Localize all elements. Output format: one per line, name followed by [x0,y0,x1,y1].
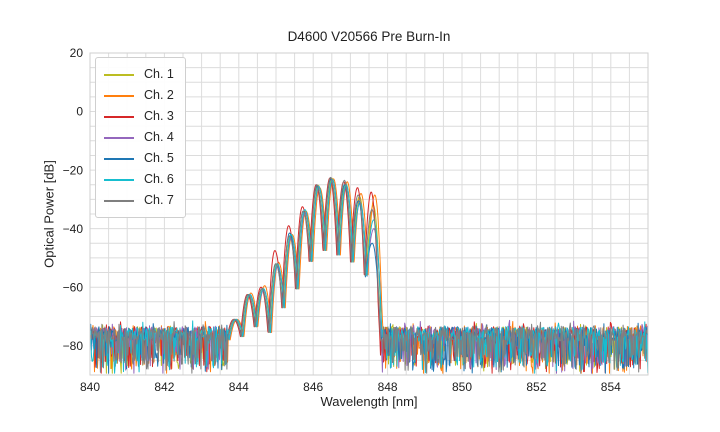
legend-item: Ch. 7 [104,190,174,211]
legend-item: Ch. 3 [104,106,174,127]
legend-item: Ch. 1 [104,64,174,85]
plot-frame [89,52,649,376]
legend-item-label: Ch. 6 [144,172,174,187]
x-axis-label: Wavelength [nm] [320,394,418,409]
x-tick-label: 840 [80,380,100,394]
y-tick-label: 0 [76,105,83,119]
series-line-ch-6 [90,179,648,374]
legend-item-label: Ch. 1 [144,67,174,82]
y-tick-label: −80 [63,339,84,353]
x-tick-label: 852 [526,380,546,394]
legend-line-swatch [104,73,134,76]
legend-item-label: Ch. 5 [144,151,174,166]
legend-item-label: Ch. 4 [144,130,174,145]
y-axis-label: Optical Power [dB] [41,160,57,268]
legend-line-swatch [104,157,134,160]
legend-item-label: Ch. 7 [144,193,174,208]
x-tick-label: 844 [229,380,249,394]
y-tick-label: −20 [63,163,84,177]
legend-item-label: Ch. 3 [144,109,174,124]
legend-line-swatch [104,94,134,97]
x-tick-label: 842 [154,380,174,394]
legend-item-label: Ch. 2 [144,88,174,103]
x-tick-label: 854 [601,380,621,394]
y-tick-label: 20 [70,46,84,60]
y-tick-label: −40 [63,222,84,236]
legend-item: Ch. 4 [104,127,174,148]
legend-item: Ch. 5 [104,148,174,169]
legend-line-swatch [104,199,134,202]
legend-line-swatch [104,115,134,118]
legend: Ch. 1 Ch. 2 Ch. 3 Ch. 4 Ch. 5 Ch. 6 Ch. 7 [95,57,186,218]
x-tick-label: 846 [303,380,323,394]
y-tick-label: −60 [63,280,84,294]
legend-item: Ch. 6 [104,169,174,190]
legend-item: Ch. 2 [104,85,174,106]
legend-line-swatch [104,136,134,139]
chart-title: D4600 V20566 Pre Burn-In [287,29,451,44]
series-group [90,176,648,374]
x-tick-label: 850 [452,380,472,394]
series-line-ch-7 [90,176,648,374]
x-tick-label: 848 [378,380,398,394]
tick-labels: 840 842 844 846 848 850 852 854 20 0 −20 −40 −60 −80 [63,46,621,394]
legend-line-swatch [104,178,134,181]
